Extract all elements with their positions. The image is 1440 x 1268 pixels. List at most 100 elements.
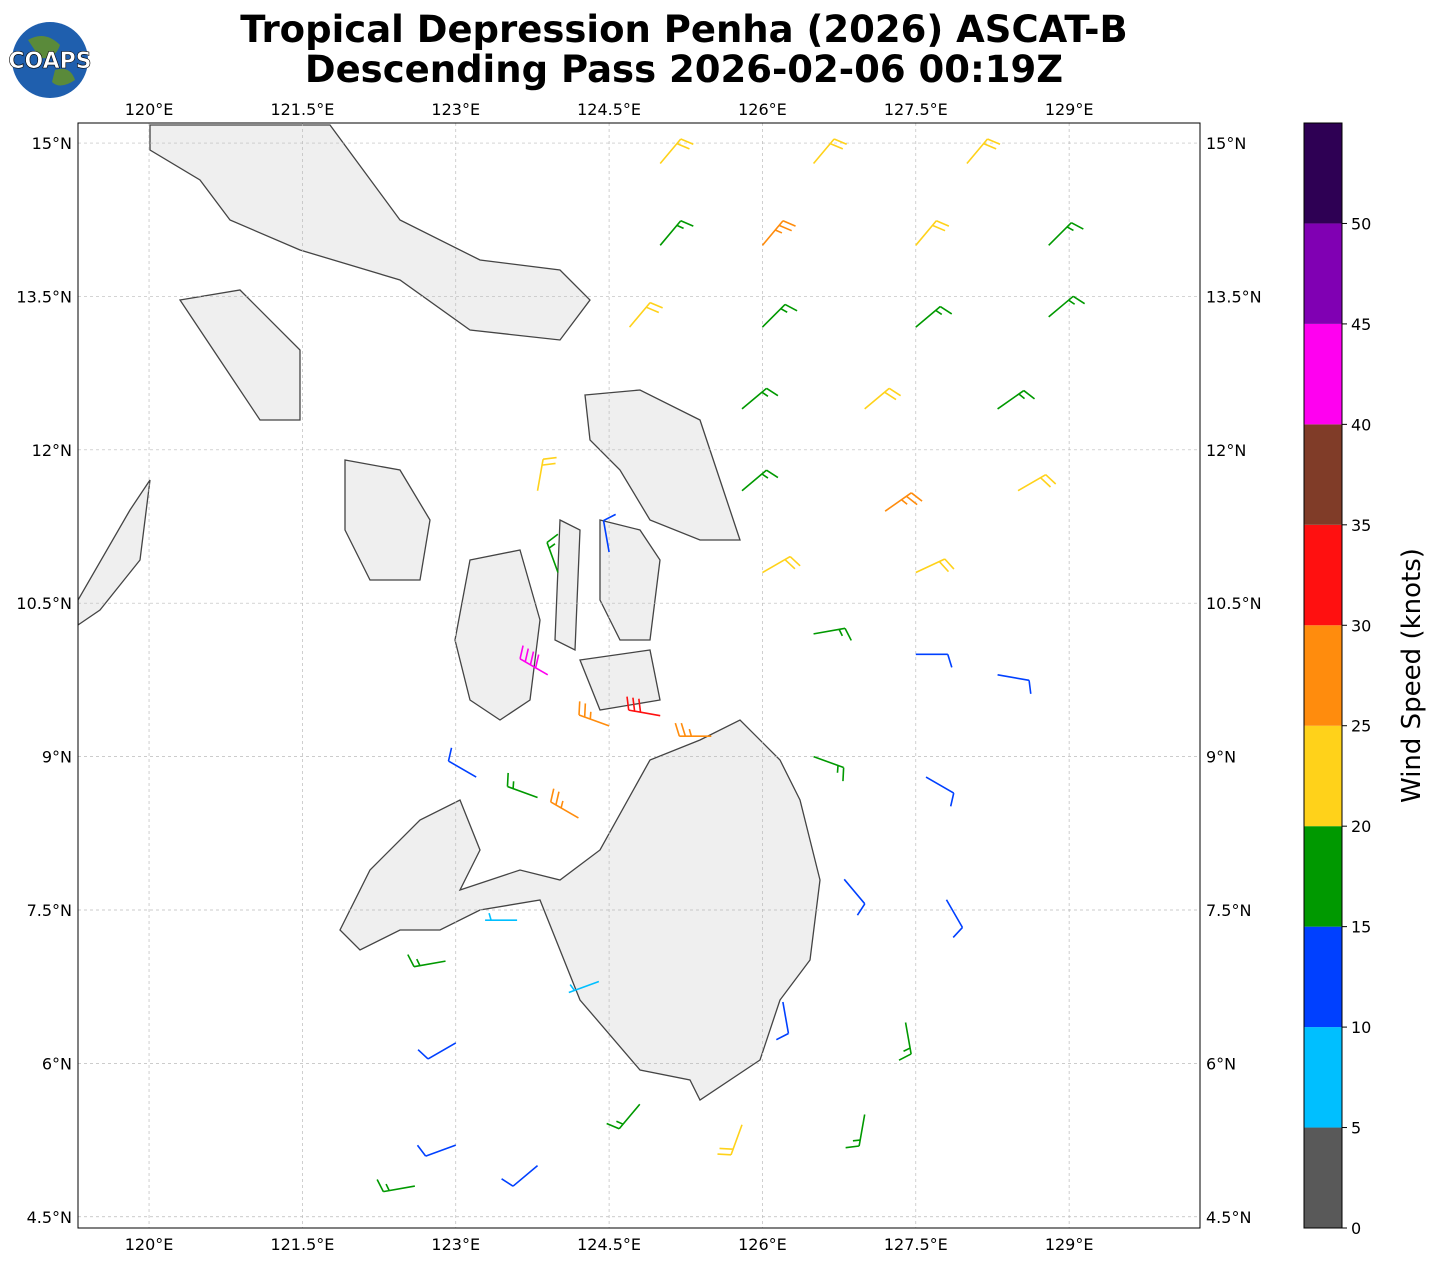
- x-tick-label: 126°E: [738, 1235, 787, 1254]
- wind-barb: [915, 220, 950, 246]
- y-tick-label: 4.5°N: [27, 1208, 72, 1227]
- wind-barb: [762, 555, 801, 574]
- wind-barb: [813, 627, 852, 641]
- wind-barbs: [376, 138, 1086, 1193]
- x-tick-label: 121.5°E: [270, 100, 334, 119]
- wind-barb: [376, 1179, 415, 1193]
- colorbar-tick-label: 30: [1351, 616, 1371, 635]
- map-frame: [77, 122, 1201, 1229]
- wind-barb: [864, 387, 902, 410]
- y-tick-label: 7.5°N: [1206, 901, 1251, 920]
- wind-barb: [741, 469, 779, 492]
- wind-barb: [915, 305, 953, 328]
- colorbar: 0 5 10 15 20 25 30 35 40 45 50 Wind Speed (knots): [1303, 122, 1427, 1238]
- wind-barb: [813, 755, 845, 782]
- wind-barb: [578, 701, 610, 727]
- x-tick-label: 123°E: [431, 100, 480, 119]
- y-tick-label: 9°N: [1206, 748, 1236, 767]
- colorbar-tick-label: 40: [1351, 415, 1371, 434]
- title: Tropical Depression Penha (2026) ASCAT-B: [240, 8, 1127, 51]
- wind-barb: [1048, 221, 1084, 246]
- wind-barb: [447, 747, 477, 778]
- colorbar-tick-label: 0: [1351, 1219, 1361, 1238]
- y-tick-label: 10.5°N: [16, 594, 72, 613]
- negros: [454, 549, 541, 721]
- colorbar-label: Wind Speed (knots): [1397, 548, 1427, 803]
- y-tick-label: 7.5°N: [27, 901, 72, 920]
- wind-barb: [1017, 474, 1057, 492]
- wind-barb: [568, 980, 600, 994]
- colorbar-segment: [1304, 826, 1342, 927]
- y-tick-label: 6°N: [42, 1054, 72, 1073]
- wind-barb: [626, 696, 661, 717]
- land: [78, 124, 821, 1101]
- wind-barb: [761, 303, 798, 328]
- x-tick-label: 124.5°E: [577, 1235, 641, 1254]
- colorbar-segment: [1304, 424, 1342, 525]
- wind-barb: [485, 912, 518, 922]
- panay: [344, 459, 431, 581]
- wind-barb: [628, 301, 663, 328]
- grid: 120°E 120°E 121.5°E 121.5°E 123°E 123°E 124.5°…: [16, 100, 1261, 1254]
- wind-barb: [966, 138, 1001, 165]
- colorbar-tick-label: 10: [1351, 1018, 1371, 1037]
- wind-barb: [843, 878, 866, 916]
- colorbar-segment: [1304, 1027, 1342, 1128]
- wind-barb: [884, 492, 923, 512]
- cebu: [554, 518, 581, 652]
- wind-barb: [659, 220, 694, 246]
- x-tick-label: 121.5°E: [270, 1235, 334, 1254]
- colorbar-segment: [1304, 524, 1342, 626]
- luzon: [149, 124, 591, 341]
- y-tick-label: 12°N: [1206, 441, 1246, 460]
- colorbar-segment: [1304, 725, 1342, 827]
- y-tick-label: 10.5°N: [1206, 594, 1262, 613]
- y-tick-label: 15°N: [1206, 134, 1246, 153]
- colorbar-segment: [1304, 223, 1342, 324]
- x-tick-label: 120°E: [125, 100, 174, 119]
- wind-barb: [1048, 295, 1086, 318]
- wind-barb: [845, 1114, 866, 1149]
- colorbar-tick-label: 50: [1351, 214, 1371, 233]
- wind-barb: [606, 1103, 641, 1130]
- x-tick-label: 127.5°E: [884, 100, 948, 119]
- x-tick-label: 124.5°E: [577, 100, 641, 119]
- x-tick-label: 129°E: [1045, 1235, 1094, 1254]
- colorbar-segment: [1304, 926, 1342, 1028]
- colorbar-tick-label: 45: [1351, 315, 1371, 334]
- colorbar-segment: [1304, 323, 1342, 425]
- leyte: [599, 519, 661, 641]
- colorbar-tick-label: 25: [1351, 717, 1371, 736]
- colorbar-tick-label: 15: [1351, 918, 1371, 937]
- x-tick-label: 126°E: [738, 100, 787, 119]
- x-tick-label: 123°E: [431, 1235, 480, 1254]
- x-tick-label: 127.5°E: [884, 1235, 948, 1254]
- mindanao: [339, 719, 821, 1101]
- mindoro: [178, 289, 301, 421]
- y-tick-label: 13.5°N: [16, 287, 72, 306]
- logo-text: COAPS: [8, 49, 91, 74]
- wind-barb: [925, 776, 955, 807]
- colorbar-tick-label: 35: [1351, 516, 1371, 535]
- samar: [584, 389, 741, 541]
- colorbar-segment: [1304, 625, 1342, 726]
- wind-barb: [945, 899, 964, 938]
- colorbar-segment: [1304, 1127, 1342, 1228]
- colorbar-segment: [1304, 123, 1342, 224]
- wind-barb: [602, 513, 617, 553]
- wind-barb: [416, 1144, 457, 1157]
- bohol: [579, 649, 661, 711]
- wind-barb: [741, 387, 779, 410]
- y-tick-label: 13.5°N: [1206, 287, 1262, 306]
- wind-barb: [407, 954, 446, 968]
- y-tick-label: 12°N: [32, 441, 72, 460]
- logo-land: [28, 36, 75, 86]
- y-tick-label: 4.5°N: [1206, 1208, 1251, 1227]
- x-tick-label: 120°E: [125, 1235, 174, 1254]
- colorbar-tick-label: 5: [1351, 1119, 1361, 1138]
- wind-barb: [659, 138, 694, 165]
- wind-barb: [997, 389, 1036, 410]
- wind-barb: [549, 788, 579, 819]
- wind-barb: [417, 1042, 457, 1060]
- wind-barb: [915, 653, 953, 668]
